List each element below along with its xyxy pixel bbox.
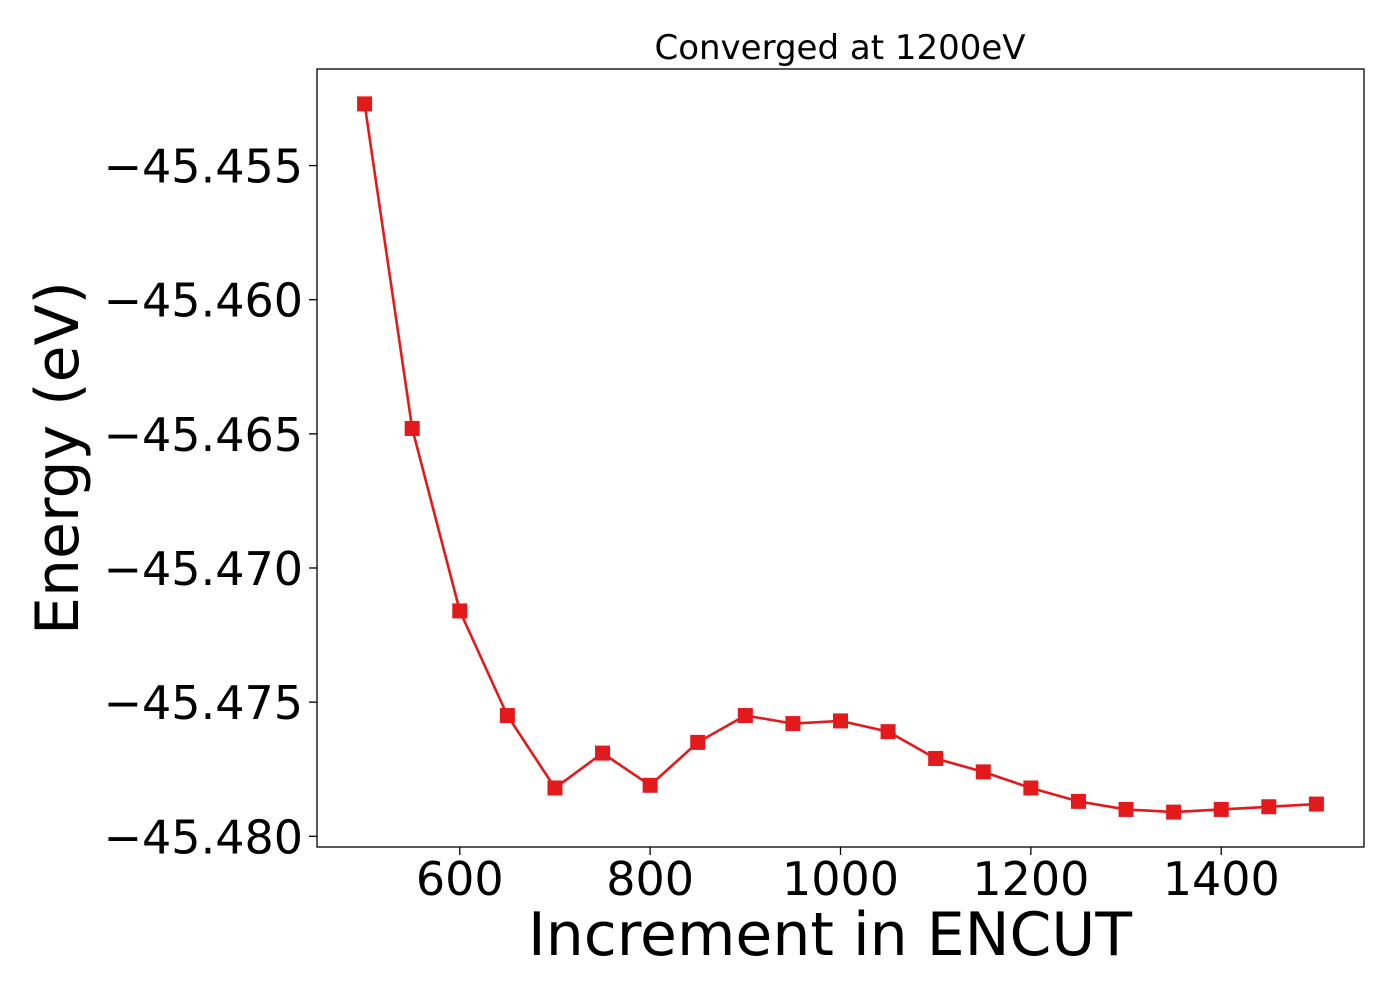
data-point: [1023, 780, 1039, 796]
x-axis-label: Increment in ENCUT: [528, 900, 1132, 970]
plot-frame: [316, 68, 1365, 848]
data-point: [357, 96, 373, 112]
data-point: [880, 724, 896, 740]
x-tick-label: 1000: [782, 852, 899, 906]
data-point: [1261, 799, 1277, 815]
data-point: [547, 780, 563, 796]
y-tick-label: −45.470: [104, 542, 304, 596]
y-tick-label: −45.480: [104, 810, 304, 864]
data-point: [690, 734, 706, 750]
data-point: [975, 764, 991, 780]
y-axis-label: Energy (eV): [23, 281, 93, 635]
y-tick-label: −45.460: [104, 274, 304, 328]
data-point: [499, 708, 515, 724]
series-line: [363, 103, 1317, 814]
chart-title: Converged at 1200eV: [654, 28, 1025, 68]
x-axis: 600 800 1000 1200 1400: [416, 847, 1280, 906]
data-point: [452, 603, 468, 619]
plot-area: [357, 96, 1324, 820]
data-point: [1118, 801, 1134, 817]
x-tick-label: 800: [606, 852, 694, 906]
data-point: [1166, 804, 1182, 820]
data-point: [833, 713, 848, 729]
y-axis: −45.455 −45.460 −45.465 −45.470 −45.475 −45.4…: [104, 140, 317, 864]
data-point: [737, 708, 753, 724]
data-point: [642, 777, 658, 793]
data-point: [404, 420, 420, 436]
data-point: [1070, 793, 1086, 809]
y-tick-label: −45.475: [104, 676, 304, 730]
y-tick-label: −45.455: [104, 140, 304, 194]
data-point: [928, 750, 944, 766]
y-tick-label: −45.465: [104, 408, 304, 462]
data-point: [785, 716, 801, 732]
data-point: [595, 745, 611, 761]
x-tick-label: 600: [416, 852, 504, 906]
data-point: [1308, 796, 1324, 812]
data-point: [1213, 801, 1229, 817]
x-tick-label: 1400: [1163, 852, 1280, 906]
x-tick-label: 1200: [972, 852, 1089, 906]
